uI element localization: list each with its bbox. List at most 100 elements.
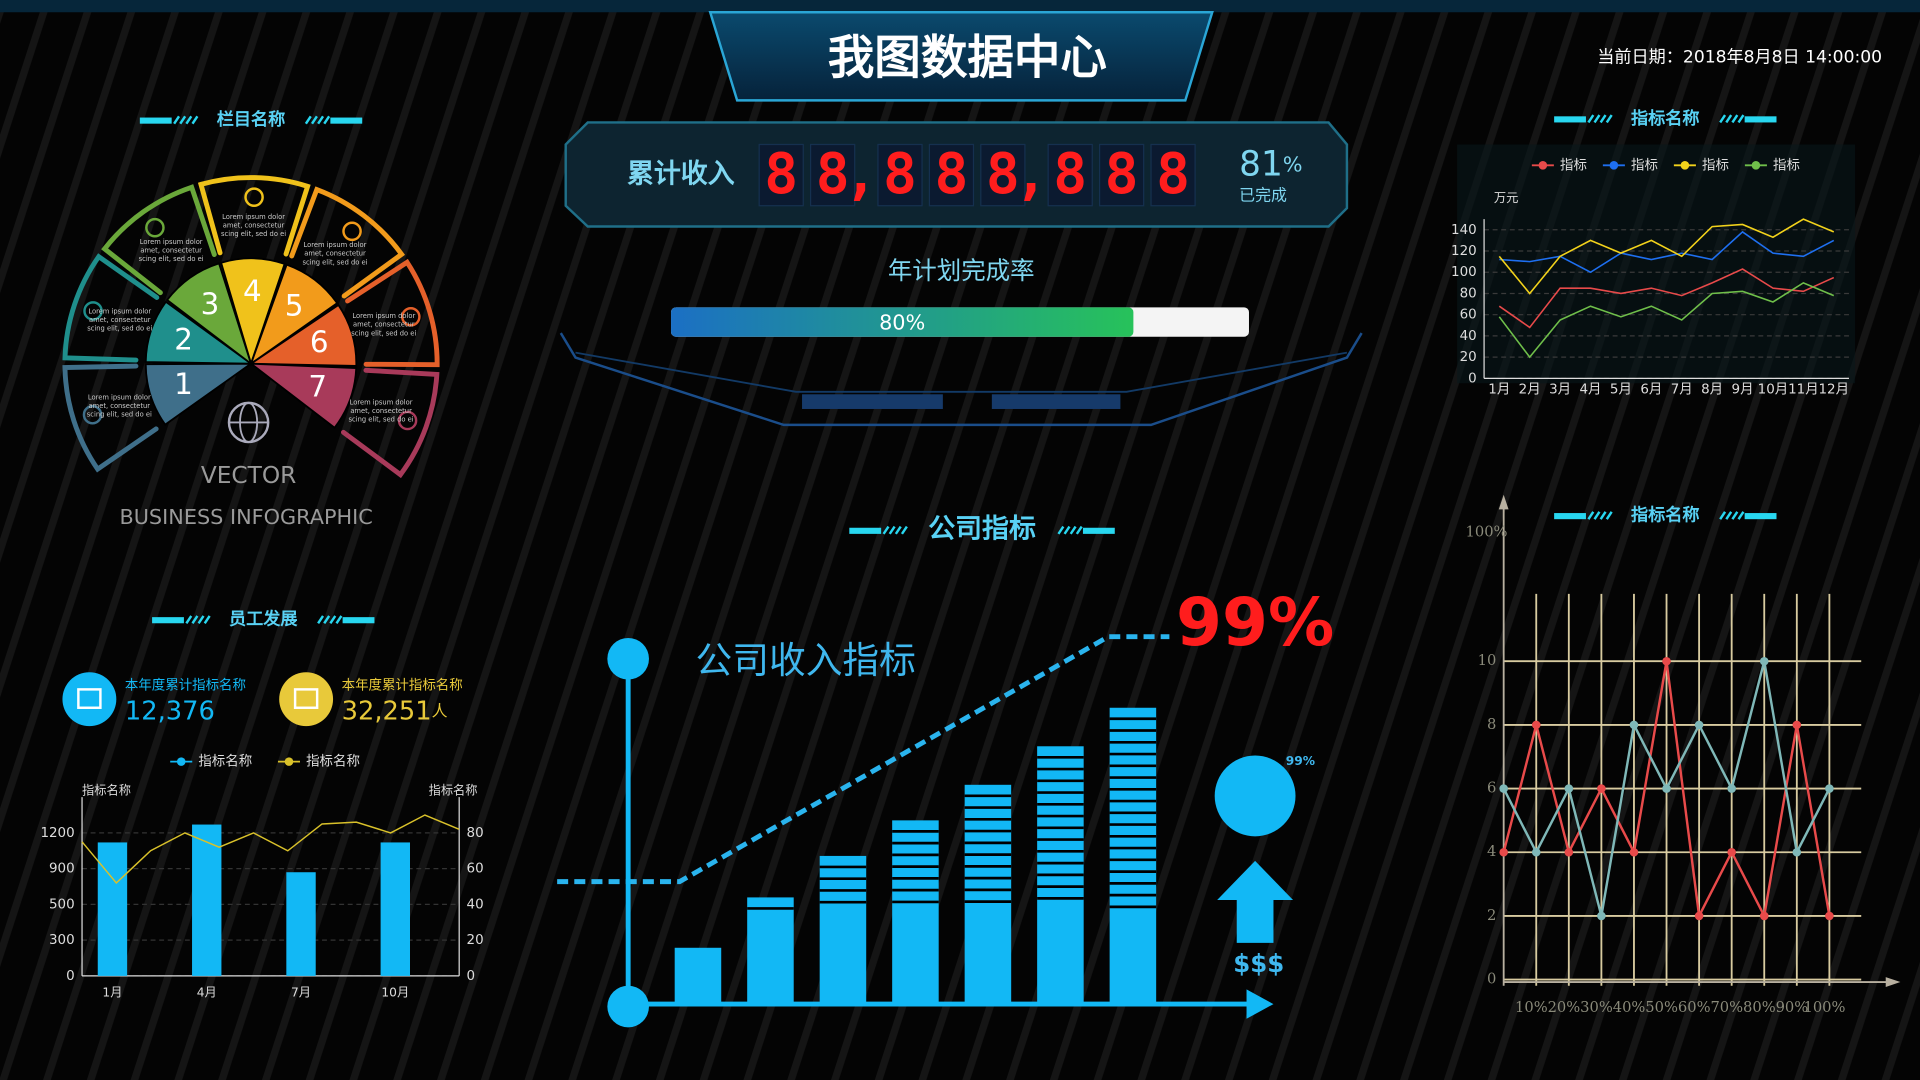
title-deco [191, 615, 199, 624]
x-tick-label: 80% [1743, 999, 1776, 1016]
y2-axis-label: 指标名称 [429, 783, 478, 798]
point [1825, 911, 1834, 921]
segment-text: Lorem ipsum dolor [222, 213, 285, 221]
symbol: $$$ [1233, 949, 1284, 978]
bar [747, 897, 794, 1005]
bar [97, 842, 128, 976]
y-axis-label: 万元 [1494, 191, 1518, 205]
y-tick-label: 10 [1478, 652, 1497, 669]
y-tick-label: 20 [1460, 350, 1477, 365]
legend-marker [1609, 161, 1619, 170]
segment-text: Lorem ipsum dolor [140, 238, 203, 246]
wedge [248, 303, 358, 367]
y-axis-label: 100% [1466, 524, 1508, 541]
y-tick-label: 0 [66, 969, 75, 984]
x-tick-label: 12月 [1818, 382, 1849, 397]
title-deco [1725, 114, 1733, 124]
completion-note: 已完成 [1239, 185, 1287, 204]
title-deco [323, 115, 331, 125]
point [1792, 847, 1802, 857]
legend-label: 指标 [1773, 157, 1800, 173]
bar [964, 784, 1012, 1005]
digit-box [1150, 143, 1196, 207]
title-deco [1605, 511, 1613, 520]
title-deco [1554, 513, 1586, 520]
chart-title: 指标名称 [1631, 108, 1700, 129]
segment-number: 3 [201, 287, 220, 321]
segment-text: scing elit, sed do ei [87, 324, 152, 332]
y-tick-label: 40 [467, 897, 484, 912]
stat-label: 本年度累计指标名称 [342, 678, 463, 694]
point [1499, 847, 1508, 857]
x-tick-label: 7月 [1671, 382, 1693, 397]
series-line [1499, 230, 1835, 274]
petal-outline [101, 184, 217, 296]
x-tick-label: 90% [1776, 999, 1809, 1016]
segment-icon [145, 217, 165, 238]
petal-outline [197, 175, 311, 257]
y-tick-label: 4 [1487, 843, 1496, 860]
point [1727, 847, 1736, 857]
segment-text: scing elit, sed do ei [302, 258, 367, 266]
legend-label: 指标名称 [198, 754, 252, 770]
y-tick-label: 20 [467, 933, 484, 948]
point [1825, 784, 1834, 793]
x-tick-label: 3月 [1549, 382, 1571, 397]
segment-text: amet, consectetur [89, 316, 151, 324]
progress-bar [671, 307, 1134, 337]
title-deco [179, 115, 187, 125]
y-tick-label: 80 [1460, 286, 1477, 301]
x-tick-label: 5月 [1610, 382, 1632, 397]
x-tick-label: 100% [1803, 999, 1845, 1016]
title-deco [1737, 114, 1745, 124]
title-deco [1593, 511, 1601, 520]
point [1662, 784, 1671, 793]
title-deco [894, 525, 902, 535]
section-title: 员工发展 [229, 609, 298, 630]
y-tick-label: 140 [1451, 223, 1477, 238]
y-tick-label: 60 [1460, 308, 1477, 323]
series-line [1498, 268, 1835, 329]
segment-icon [82, 404, 103, 425]
x-tick-label: 4月 [197, 986, 217, 1000]
segment-icon [244, 187, 264, 207]
page-title: 我图数据中心 [828, 31, 1107, 85]
petal-outline [62, 363, 159, 473]
progress-title: 年计划完成率 [888, 256, 1035, 285]
segment-text: scing elit, sed do ei [351, 329, 416, 337]
stat-value: 12,376 [125, 696, 215, 726]
legend-marker [1538, 161, 1548, 170]
wedge [165, 262, 253, 367]
title-deco [849, 527, 882, 534]
infographic-subcaption: BUSINESS INFOGRAPHIC [119, 505, 372, 529]
title-deco [1719, 114, 1727, 124]
axis-arrow [1246, 989, 1274, 1019]
point [1597, 784, 1606, 793]
x-tick-label: 60% [1678, 999, 1711, 1016]
y-tick-label: 120 [1451, 244, 1477, 259]
point [1499, 784, 1508, 793]
frame-line [559, 332, 1363, 427]
stat-number: 12,376 [125, 696, 215, 726]
point [1531, 720, 1541, 730]
infographic-caption: VECTOR [201, 462, 297, 489]
point [1597, 911, 1606, 921]
stat-icon [279, 672, 334, 727]
segment-number: 2 [174, 323, 193, 357]
title-deco [330, 117, 363, 124]
title-deco [1075, 525, 1083, 535]
segment-number: 4 [243, 274, 262, 308]
bar [380, 842, 410, 976]
segment-text: amet, consectetur [140, 247, 202, 255]
segment-text: scing elit, sed do ei [221, 230, 286, 238]
stat-value: 32,251人 [342, 696, 448, 726]
y-tick-label: 80 [467, 826, 484, 841]
chart-title: 指标名称 [1631, 505, 1700, 526]
title-deco [900, 525, 908, 535]
title-deco [342, 617, 375, 624]
x-tick-label: 50% [1645, 999, 1678, 1016]
up-arrow [1217, 860, 1294, 943]
title-deco [1063, 525, 1071, 535]
y-tick-label: 8 [1487, 716, 1496, 733]
